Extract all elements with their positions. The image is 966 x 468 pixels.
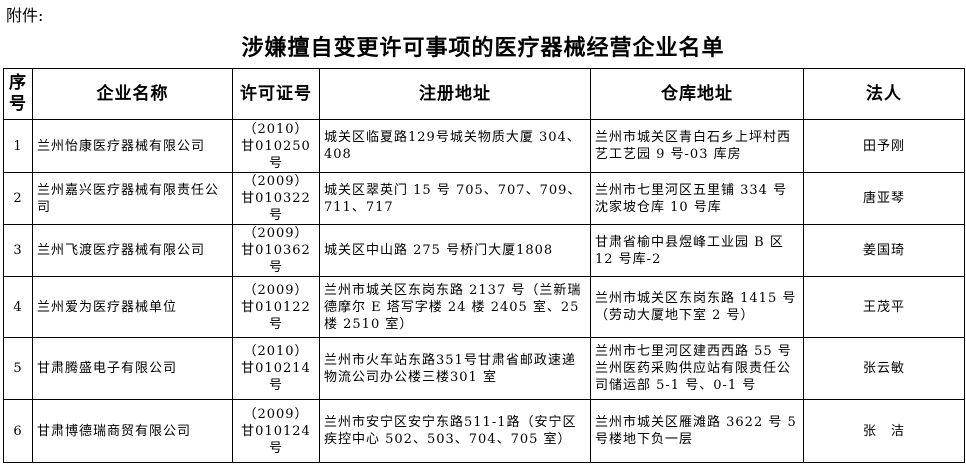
table-row: 4 兰州爱为医疗器械单位 （2009）甘010122号 兰州市城关区东岗东路 2137…	[3, 276, 965, 338]
header-legal: 法人	[803, 68, 965, 120]
table-row: 2 兰州嘉兴医疗器械有限责任公司 （2009）甘010322号 城关区翠英门 15 号…	[3, 172, 965, 225]
cell-no: 3	[3, 224, 33, 277]
table-row: 5 甘肃腾盛电子有限公司 （2010）甘010214号 兰州市火车站东路351号甘肃省…	[3, 337, 965, 400]
header-reg-addr: 注册地址	[319, 68, 591, 120]
cell-no: 6	[3, 399, 33, 463]
document-title: 涉嫌擅自变更许可事项的医疗器械经营企业名单	[241, 35, 725, 61]
cell-warehouse: 兰州市城关区青白石乡上坪村西艺工艺园 9 号-03 库房	[590, 119, 804, 173]
cell-warehouse: 兰州市城关区东岗东路 1415 号（劳动大厦地下室 2 号）	[590, 276, 804, 338]
table-header-row: 序号 企业名称 许可证号 注册地址 仓库地址 法人	[3, 68, 965, 120]
header-name: 企业名称	[32, 68, 233, 120]
header-no: 序号	[3, 68, 33, 120]
cell-license: （2009）甘010124号	[232, 399, 320, 463]
cell-legal: 田予刚	[803, 119, 965, 173]
cell-warehouse: 兰州市七里河区建西西路 55 号兰州医药采购供应站有限责任公司储运部 5-1 号…	[590, 337, 804, 400]
cell-legal: 姜国琦	[803, 224, 965, 277]
cell-no: 4	[3, 276, 33, 338]
cell-license: （2009）甘010322号	[232, 172, 320, 225]
cell-name: 兰州爱为医疗器械单位	[32, 276, 233, 338]
cell-name: 兰州飞渡医疗器械有限公司	[32, 224, 233, 277]
cell-no: 2	[3, 172, 33, 225]
cell-warehouse: 兰州市七里河区五里铺 334 号沈家坡仓库 10 号库	[590, 172, 804, 225]
cell-warehouse: 兰州市城关区雁滩路 3622 号 5 号楼地下负一层	[590, 399, 804, 463]
cell-name: 甘肃博德瑞商贸有限公司	[32, 399, 233, 463]
cell-no: 5	[3, 337, 33, 400]
table-row: 3 兰州飞渡医疗器械有限公司 （2009）甘010362号 城关区中山路 275 号桥…	[3, 224, 965, 277]
cell-reg-addr: 兰州市火车站东路351号甘肃省邮政速递物流公司办公楼三楼301 室	[319, 337, 591, 400]
cell-warehouse: 甘肃省榆中县煜峰工业园 B 区 12 号库-2	[590, 224, 804, 277]
enterprise-list-table: 序号 企业名称 许可证号 注册地址 仓库地址 法人 1 兰州怡康医疗器械有限公司（…	[3, 68, 965, 463]
cell-license: （2010）甘010250号	[232, 119, 320, 173]
cell-legal: 张云敏	[803, 337, 965, 400]
cell-reg-addr: 城关区临夏路129号城关物质大厦 304、408	[319, 119, 591, 173]
cell-name: 兰州怡康医疗器械有限公司	[32, 119, 233, 173]
header-warehouse: 仓库地址	[590, 68, 804, 120]
table-row: 1 兰州怡康医疗器械有限公司 （2010）甘010250号 城关区临夏路129号城关物…	[3, 119, 965, 173]
table-row: 6 甘肃博德瑞商贸有限公司 （2009）甘010124号 兰州市安宁区安宁东路511-…	[3, 399, 965, 463]
cell-legal: 唐亚琴	[803, 172, 965, 225]
cell-reg-addr: 兰州市安宁区安宁东路511-1路（安宁区疾控中心 502、503、704、705…	[319, 399, 591, 463]
cell-legal: 王茂平	[803, 276, 965, 338]
cell-name: 甘肃腾盛电子有限公司	[32, 337, 233, 400]
cell-license: （2009）甘010362号	[232, 224, 320, 277]
cell-reg-addr: 城关区翠英门 15 号 705、707、709、711、717	[319, 172, 591, 225]
cell-license: （2009）甘010122号	[232, 276, 320, 338]
cell-no: 1	[3, 119, 33, 173]
cell-reg-addr: 城关区中山路 275 号桥门大厦1808	[319, 224, 591, 277]
cell-legal: 张 洁	[803, 399, 965, 463]
attachment-label: 附件:	[6, 6, 44, 25]
cell-reg-addr: 兰州市城关区东岗东路 2137 号（兰新瑞德摩尔 E 塔写字楼 24 楼 240…	[319, 276, 591, 338]
cell-name: 兰州嘉兴医疗器械有限责任公司	[32, 172, 233, 225]
cell-license: （2010）甘010214号	[232, 337, 320, 400]
header-license: 许可证号	[232, 68, 320, 120]
